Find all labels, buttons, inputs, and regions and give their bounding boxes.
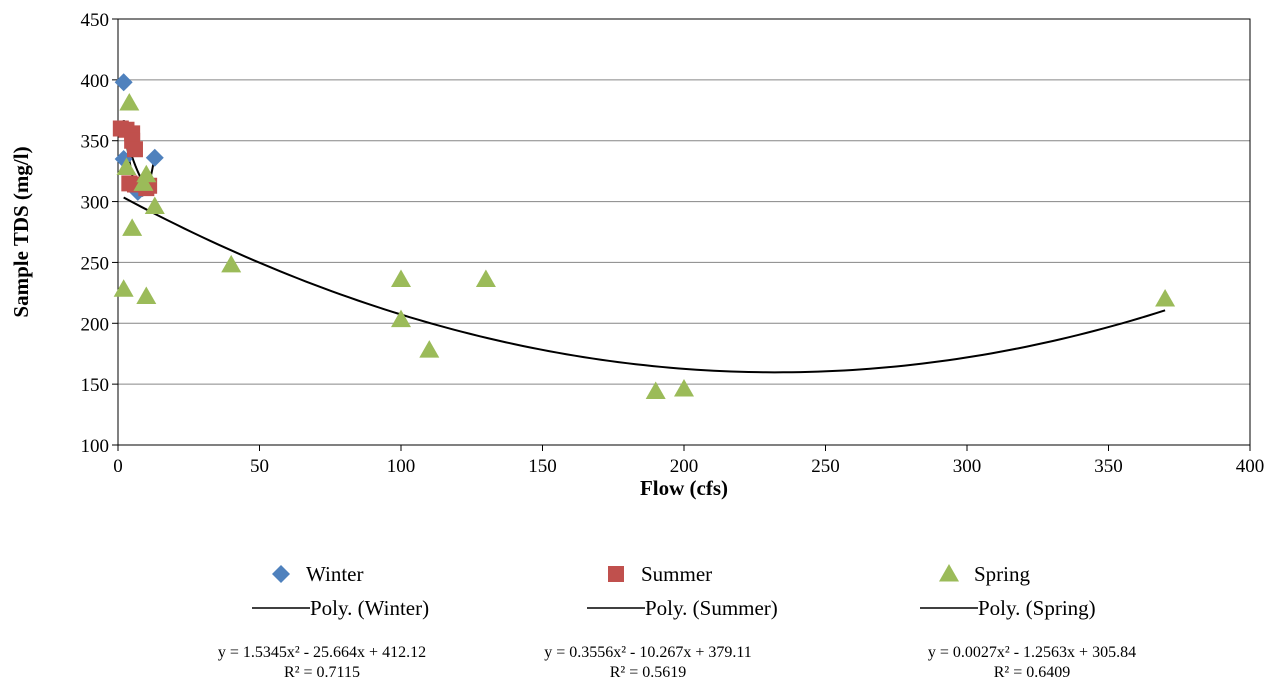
spring-point xyxy=(119,92,140,111)
spring-point xyxy=(144,196,165,214)
legend-label-spring: Spring xyxy=(974,562,1031,586)
spring-point xyxy=(1155,288,1176,307)
x-tick-label: 200 xyxy=(670,456,699,477)
winter-marker-icon xyxy=(272,565,290,583)
spring-point xyxy=(133,173,154,191)
legend-label-summer: Summer xyxy=(641,562,712,586)
legend: Winter Summer Spring Poly. (Winter) Poly… xyxy=(252,562,1096,620)
equation-spring: y = 0.0027x² - 1.2563x + 305.84 xyxy=(928,644,1136,661)
legend-item-poly-winter: Poly. (Winter) xyxy=(252,596,429,620)
y-axis-title: Sample TDS (mg/l) xyxy=(9,146,33,317)
legend-label-winter: Winter xyxy=(306,562,363,586)
spring-point xyxy=(419,340,440,358)
y-tick-label: 450 xyxy=(81,10,110,31)
spring-point xyxy=(674,379,694,397)
trendlines xyxy=(122,119,1166,374)
y-tick-label: 250 xyxy=(81,253,110,274)
y-axis: 100 150 200 250 300 350 400 450 xyxy=(81,10,118,457)
legend-label-poly-spring: Poly. (Spring) xyxy=(978,596,1096,620)
trend-equations: y = 1.5345x² - 25.664x + 412.12 R² = 0.7… xyxy=(218,644,1136,681)
spring-point xyxy=(136,286,157,305)
equation-winter: y = 1.5345x² - 25.664x + 412.12 xyxy=(218,644,426,661)
y-tick-label: 300 xyxy=(81,193,110,214)
x-tick-label: 350 xyxy=(1094,456,1123,477)
spring-point xyxy=(391,269,411,287)
x-tick-label: 50 xyxy=(250,456,269,477)
winter-point xyxy=(114,73,133,92)
spring-point xyxy=(391,309,411,328)
legend-label-poly-winter: Poly. (Winter) xyxy=(310,596,429,620)
gridlines xyxy=(118,79,1250,385)
spring-point xyxy=(113,279,134,297)
y-tick-label: 100 xyxy=(81,436,110,457)
equation-summer: y = 0.3556x² - 10.267x + 379.11 xyxy=(544,644,752,661)
legend-item-summer: Summer xyxy=(608,562,712,586)
winter-point xyxy=(145,148,164,167)
x-tick-label: 300 xyxy=(953,456,982,477)
y-tick-label: 350 xyxy=(81,132,110,153)
spring-point xyxy=(116,157,137,175)
legend-label-poly-summer: Poly. (Summer) xyxy=(645,596,778,620)
x-tick-label: 0 xyxy=(113,456,123,477)
y-tick-label: 400 xyxy=(81,71,110,92)
x-tick-label: 100 xyxy=(387,456,416,477)
spring-point xyxy=(645,381,666,399)
legend-item-winter: Winter xyxy=(272,562,363,586)
trendline-spring xyxy=(123,196,1166,374)
x-tick-label: 150 xyxy=(528,456,557,477)
spring-point xyxy=(221,254,242,273)
data-points xyxy=(112,73,1176,399)
x-axis-title: Flow (cfs) xyxy=(640,476,728,500)
r-squared-spring: R² = 0.6409 xyxy=(994,664,1071,681)
legend-item-poly-spring: Poly. (Spring) xyxy=(920,596,1096,620)
r-squared-summer: R² = 0.5619 xyxy=(610,664,687,681)
legend-item-spring: Spring xyxy=(939,562,1031,586)
x-tick-label: 250 xyxy=(811,456,840,477)
summer-marker-icon xyxy=(608,566,624,582)
r-squared-winter: R² = 0.7115 xyxy=(284,664,360,681)
y-tick-label: 200 xyxy=(81,314,110,335)
x-tick-label: 400 xyxy=(1236,456,1265,477)
summer-point xyxy=(126,141,143,158)
legend-item-poly-summer: Poly. (Summer) xyxy=(587,596,778,620)
x-axis: 0 50 100 150 200 250 300 350 400 xyxy=(113,445,1264,477)
spring-point xyxy=(475,269,496,287)
y-tick-label: 150 xyxy=(81,375,110,396)
spring-marker-icon xyxy=(939,564,959,582)
spring-point xyxy=(122,218,143,236)
